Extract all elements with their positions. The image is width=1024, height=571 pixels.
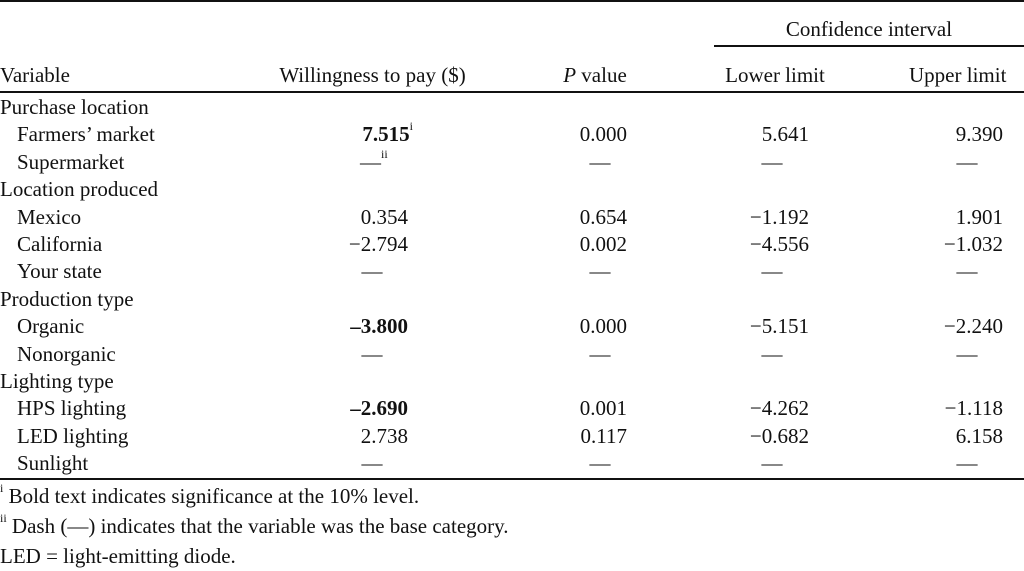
lower-limit-cell: — <box>761 150 783 174</box>
header-p-value: P value <box>520 65 670 86</box>
upper-limit-cell: −1.118 <box>944 396 1003 420</box>
willingness-to-pay-cell: 7.515i <box>362 119 413 146</box>
variable-label: Organic <box>17 314 85 338</box>
confidence-interval-header: Confidence interval <box>785 17 953 41</box>
upper-limit-cell: — <box>956 342 978 366</box>
group-label: Location produced <box>0 177 159 201</box>
header-p-letter: P <box>563 63 577 87</box>
willingness-to-pay-cell: 0.354 <box>360 205 408 229</box>
lower-limit-cell: −4.262 <box>749 396 809 420</box>
top-rule <box>0 0 1024 2</box>
upper-limit-cell: 9.390 <box>955 122 1003 146</box>
upper-limit-cell: — <box>956 259 978 283</box>
upper-limit-cell: — <box>956 150 978 174</box>
header-lower-limit: Lower limit <box>725 63 825 87</box>
variable-label: Supermarket <box>17 150 125 174</box>
willingness-to-pay-cell: —ii <box>360 147 388 174</box>
footnote-marker: i <box>0 481 4 495</box>
footnote: LED = light-emitting diode. <box>0 546 236 567</box>
p-value-cell: 0.002 <box>579 232 627 256</box>
group-label: Production type <box>0 287 134 311</box>
willingness-to-pay-cell: −2.794 <box>348 232 408 256</box>
footnote: ii Dash (—) indicates that the variable … <box>0 512 509 538</box>
footnote-marker: i <box>409 119 413 133</box>
variable-label: Nonorganic <box>17 342 116 366</box>
willingness-to-pay-cell: — <box>361 259 383 283</box>
lower-limit-cell: — <box>761 342 783 366</box>
upper-limit-cell: — <box>956 451 978 475</box>
lower-limit-cell: 5.641 <box>761 122 809 146</box>
group-label: Purchase location <box>0 95 149 119</box>
bottom-rule <box>0 478 1024 480</box>
confidence-interval-rule <box>714 45 1024 47</box>
willingness-to-pay-cell: –2.690 <box>350 396 408 420</box>
p-value-cell: — <box>589 150 611 174</box>
header-willingness-to-pay: Willingness to pay ($) <box>279 63 466 87</box>
group-label: Lighting type <box>0 369 114 393</box>
footnote-marker: ii <box>381 147 388 161</box>
lower-limit-cell: −1.192 <box>749 205 809 229</box>
upper-limit-cell: 6.158 <box>955 424 1003 448</box>
lower-limit-cell: — <box>761 451 783 475</box>
header-upper-limit: Upper limit <box>909 63 1007 87</box>
footnote-text: Dash (—) indicates that the variable was… <box>6 514 509 538</box>
p-value-cell: 0.654 <box>579 205 627 229</box>
willingness-to-pay-cell: 2.738 <box>360 424 408 448</box>
lower-limit-cell: — <box>761 259 783 283</box>
upper-limit-cell: −2.240 <box>943 314 1003 338</box>
header-p-suffix: value <box>576 63 627 87</box>
p-value-cell: 0.001 <box>579 396 627 420</box>
footnote-text: LED = light-emitting diode. <box>0 544 236 568</box>
p-value-cell: — <box>589 342 611 366</box>
willingness-to-pay-cell: –3.800 <box>350 314 408 338</box>
variable-label: HPS lighting <box>17 396 127 420</box>
upper-limit-cell: 1.901 <box>955 205 1003 229</box>
footnote-marker: ii <box>0 511 7 525</box>
header-variable: Variable <box>0 63 70 87</box>
variable-label: Mexico <box>17 205 82 229</box>
variable-label: LED lighting <box>17 424 129 448</box>
p-value-cell: 0.117 <box>580 424 627 448</box>
variable-label: Your state <box>17 259 102 283</box>
variable-label: California <box>17 232 103 256</box>
upper-limit-cell: −1.032 <box>943 232 1003 256</box>
p-value-cell: — <box>589 259 611 283</box>
lower-limit-cell: −4.556 <box>749 232 809 256</box>
footnote-text: Bold text indicates significance at the … <box>3 484 420 508</box>
willingness-to-pay-cell: — <box>361 451 383 475</box>
p-value-cell: 0.000 <box>579 314 627 338</box>
willingness-to-pay-cell: — <box>361 342 383 366</box>
p-value-cell: 0.000 <box>579 122 627 146</box>
lower-limit-cell: −5.151 <box>749 314 809 338</box>
lower-limit-cell: −0.682 <box>749 424 809 448</box>
header-rule <box>0 91 1024 93</box>
variable-label: Farmers’ market <box>17 122 155 146</box>
variable-label: Sunlight <box>17 451 89 475</box>
footnote: i Bold text indicates significance at th… <box>0 482 420 508</box>
p-value-cell: — <box>589 451 611 475</box>
